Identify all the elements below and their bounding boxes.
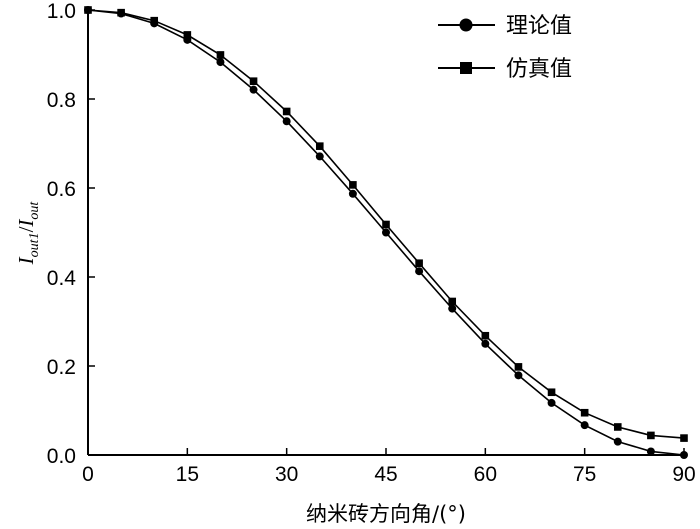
y-tick-label: 1.0 xyxy=(47,0,76,23)
legend-label-sim: 仿真值 xyxy=(506,57,572,82)
data-point-circle xyxy=(613,437,622,446)
data-point-square xyxy=(680,434,688,442)
legend-label-theory: 理论值 xyxy=(506,14,572,39)
data-point-square xyxy=(547,388,556,397)
data-point-circle xyxy=(514,371,523,380)
legend-item-theory: 理论值 xyxy=(438,14,572,39)
x-tick-label: 45 xyxy=(374,463,397,486)
data-point-square xyxy=(315,142,324,150)
data-point-square xyxy=(282,107,291,116)
x-tick-label: 30 xyxy=(275,463,298,486)
data-point-square xyxy=(216,51,225,59)
data-point-circle xyxy=(448,304,457,313)
x-tick-label: 90 xyxy=(672,463,695,486)
legend-item-sim: 仿真值 xyxy=(438,57,572,82)
data-point-square xyxy=(514,363,523,371)
data-point-circle xyxy=(348,189,357,198)
y-tick-label: 0.2 xyxy=(47,356,76,379)
data-point-circle xyxy=(580,421,589,430)
data-point-circle xyxy=(415,267,424,276)
series-circle xyxy=(84,6,688,459)
data-point-square xyxy=(349,181,357,189)
data-point-circle xyxy=(282,117,291,126)
data-point-circle xyxy=(646,447,655,456)
y-label-main2: I xyxy=(14,219,38,228)
y-label-sub2: out xyxy=(27,201,42,220)
legend: 理论值 仿真值 xyxy=(438,14,572,82)
y-tick-label: 0.4 xyxy=(47,267,77,290)
data-point-square xyxy=(580,408,589,417)
data-point-circle xyxy=(249,85,258,94)
data-point-square xyxy=(647,431,655,440)
data-point-square xyxy=(84,6,92,14)
legend-marker-circle xyxy=(459,18,473,32)
data-point-circle xyxy=(547,398,556,407)
x-tick-label: 75 xyxy=(573,463,596,486)
series-layer xyxy=(84,6,688,459)
x-tick-label: 15 xyxy=(176,463,199,486)
data-point-circle xyxy=(216,58,225,67)
y-label-main: I xyxy=(14,256,38,265)
y-label-sep: / xyxy=(14,226,38,232)
y-tick-label: 0.0 xyxy=(47,445,76,468)
x-axis-label: 纳米砖方向角/(°) xyxy=(306,502,466,526)
data-point-square xyxy=(481,331,490,340)
data-point-circle xyxy=(382,228,390,237)
y-label-sub: out1 xyxy=(27,232,42,257)
data-point-square xyxy=(613,423,622,431)
x-tick-label: 60 xyxy=(474,463,497,486)
data-point-square xyxy=(117,8,125,17)
data-point-square xyxy=(150,16,159,25)
data-point-square xyxy=(382,220,390,229)
x-tick-label: 0 xyxy=(82,463,94,486)
series-square xyxy=(84,6,688,442)
data-point-circle xyxy=(481,339,490,348)
y-tick-label: 0.6 xyxy=(47,178,76,201)
data-point-circle xyxy=(315,152,324,161)
legend-marker-square xyxy=(460,62,472,74)
data-point-square xyxy=(448,297,457,306)
data-point-square xyxy=(249,77,258,85)
data-point-square xyxy=(183,31,192,39)
y-tick-label: 0.8 xyxy=(47,89,76,112)
data-point-square xyxy=(415,259,423,268)
data-point-circle xyxy=(680,451,688,459)
y-axis-label: Iout1/Iout xyxy=(14,201,42,266)
x-ticks: 0 15 30 45 60 75 90 xyxy=(82,448,696,486)
